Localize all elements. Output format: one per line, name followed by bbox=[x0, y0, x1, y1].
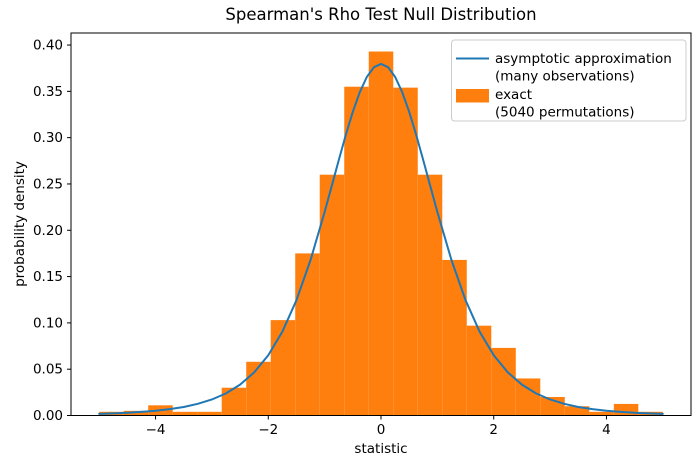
histogram-bar bbox=[491, 347, 516, 416]
legend-label-exact-2: (5040 permutations) bbox=[495, 105, 635, 121]
histogram-bar bbox=[442, 259, 467, 416]
y-tick-label: 0.30 bbox=[33, 130, 63, 146]
histogram-bar bbox=[295, 253, 320, 416]
x-tick-label: 2 bbox=[489, 422, 498, 438]
y-tick-label: 0.25 bbox=[33, 176, 63, 192]
x-tick-label: −2 bbox=[258, 422, 278, 438]
histogram-bar bbox=[589, 411, 614, 416]
x-axis-ticks: −4 −2 0 2 4 bbox=[146, 415, 611, 438]
y-axis-ticks: 0.00 0.05 0.10 0.15 0.20 0.25 0.30 0.35 0.40 bbox=[33, 38, 71, 424]
histogram-bar bbox=[613, 403, 639, 416]
y-tick-label: 0.10 bbox=[33, 315, 63, 331]
histogram-bar bbox=[393, 87, 418, 416]
histogram-bar bbox=[246, 361, 271, 416]
chart-title: Spearman's Rho Test Null Distribution bbox=[225, 5, 536, 24]
histogram-bar bbox=[564, 406, 590, 416]
histogram-bar bbox=[197, 411, 222, 416]
y-tick-label: 0.05 bbox=[33, 362, 63, 378]
histogram-bar bbox=[417, 174, 443, 416]
asymptotic-curve bbox=[98, 62, 664, 415]
legend-box bbox=[451, 39, 687, 122]
histogram-bar bbox=[270, 320, 296, 416]
histogram-bar bbox=[319, 174, 345, 416]
y-tick-label: 0.20 bbox=[33, 223, 63, 239]
x-axis-label: statistic bbox=[354, 441, 407, 457]
histogram-bar bbox=[172, 411, 198, 416]
legend-label-asymptotic-2: (many observations) bbox=[495, 69, 635, 85]
x-tick-label: 4 bbox=[602, 422, 611, 438]
y-tick-label: 0.40 bbox=[33, 38, 63, 54]
histogram-bar bbox=[368, 51, 394, 416]
legend: asymptotic approximation (many observati… bbox=[451, 39, 687, 122]
y-tick-label: 0.15 bbox=[33, 269, 63, 285]
y-tick-label: 0.35 bbox=[33, 84, 63, 100]
x-tick-label: 0 bbox=[377, 422, 386, 438]
histogram-bar bbox=[466, 325, 492, 416]
y-tick-label: 0.00 bbox=[33, 408, 63, 424]
legend-label-exact-1: exact bbox=[495, 87, 532, 103]
histogram-bar bbox=[515, 378, 541, 416]
y-axis-label: probability density bbox=[12, 161, 28, 287]
x-tick-label: −4 bbox=[146, 422, 166, 438]
legend-label-asymptotic-1: asymptotic approximation bbox=[495, 51, 672, 67]
histogram-bar bbox=[344, 86, 369, 416]
histogram-bar bbox=[221, 387, 247, 416]
legend-patch-sample bbox=[456, 89, 489, 103]
